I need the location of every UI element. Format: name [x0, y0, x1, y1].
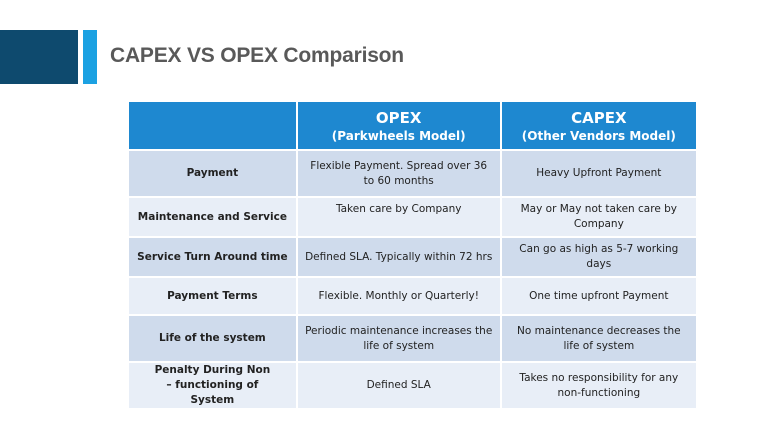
- header-cell-empty: [129, 102, 296, 149]
- table-row: Payment Flexible Payment. Spread over 36…: [129, 151, 696, 196]
- decorative-dark-block: [0, 30, 78, 84]
- opex-cell: Flexible Payment. Spread over 36 to 60 m…: [297, 151, 500, 196]
- row-label: Payment Terms: [129, 278, 296, 314]
- opex-cell: Taken care by Company: [297, 198, 500, 236]
- header-opex-title: OPEX: [375, 108, 422, 127]
- header-cell-capex: CAPEX (Other Vendors Model): [501, 102, 696, 149]
- capex-cell: No maintenance decreases the life of sys…: [501, 316, 696, 361]
- decorative-accent-bar: [83, 30, 97, 84]
- row-label: Payment: [129, 151, 296, 196]
- table-row: Penalty During Non – functioning of Syst…: [129, 363, 696, 408]
- row-label: Maintenance and Service: [129, 198, 296, 236]
- header-capex-title: CAPEX: [571, 108, 627, 127]
- capex-cell: One time upfront Payment: [501, 278, 696, 314]
- table-row: Maintenance and Service Taken care by Co…: [129, 198, 696, 236]
- capex-cell: Heavy Upfront Payment: [501, 151, 696, 196]
- row-label: Service Turn Around time: [129, 238, 296, 276]
- row-label: Life of the system: [129, 316, 296, 361]
- capex-cell: Takes no responsibility for any non-func…: [501, 363, 696, 408]
- table-row: Service Turn Around time Defined SLA. Ty…: [129, 238, 696, 276]
- opex-cell: Periodic maintenance increases the life …: [297, 316, 500, 361]
- header-capex-subtitle: (Other Vendors Model): [521, 128, 676, 143]
- table-row: Payment Terms Flexible. Monthly or Quart…: [129, 278, 696, 314]
- table-row: Life of the system Periodic maintenance …: [129, 316, 696, 361]
- opex-cell: Defined SLA: [297, 363, 500, 408]
- header-cell-opex: OPEX (Parkwheels Model): [297, 102, 500, 149]
- comparison-table: OPEX (Parkwheels Model) CAPEX (Other Ven…: [127, 100, 698, 410]
- opex-cell: Defined SLA. Typically within 72 hrs: [297, 238, 500, 276]
- opex-cell: Flexible. Monthly or Quarterly!: [297, 278, 500, 314]
- capex-cell: May or May not taken care by Company: [501, 198, 696, 236]
- capex-cell: Can go as high as 5-7 working days: [501, 238, 696, 276]
- header-opex-subtitle: (Parkwheels Model): [331, 128, 466, 143]
- row-label: Penalty During Non – functioning of Syst…: [129, 363, 296, 408]
- table-header-row: OPEX (Parkwheels Model) CAPEX (Other Ven…: [129, 102, 696, 149]
- slide-title: CAPEX VS OPEX Comparison: [110, 44, 404, 67]
